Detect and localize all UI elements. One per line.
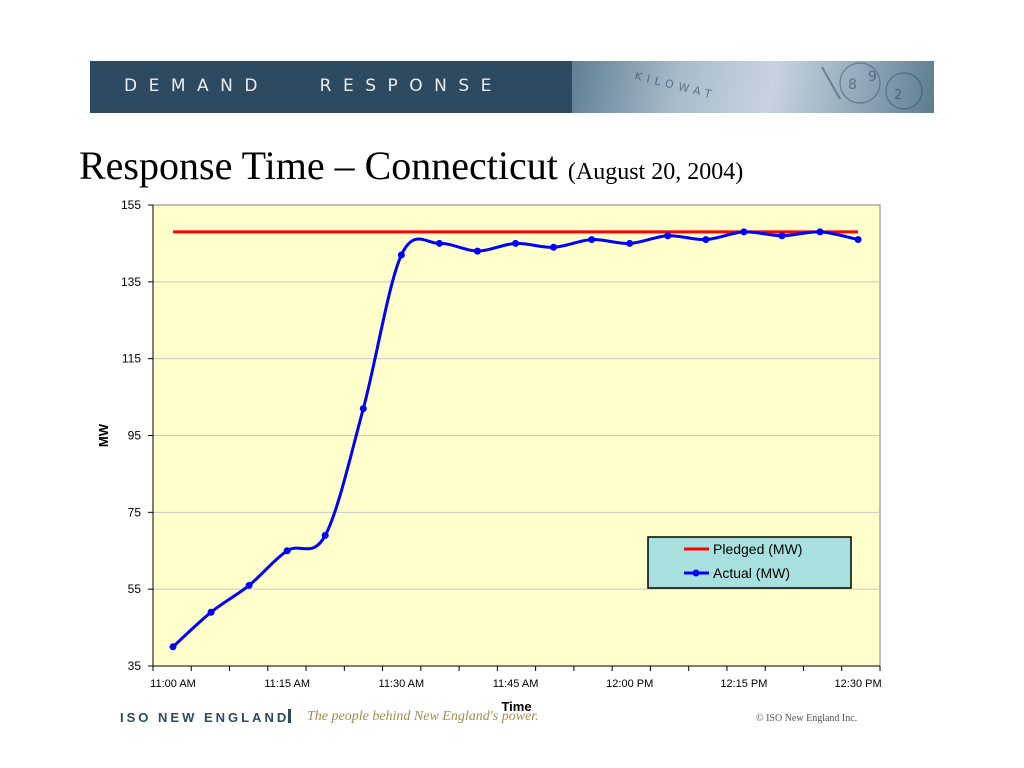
data-point-actual xyxy=(397,251,405,259)
data-point-actual xyxy=(207,608,215,616)
legend-label: Actual (MW) xyxy=(713,565,790,581)
data-point-actual xyxy=(283,547,291,555)
y-tick-label: 75 xyxy=(128,505,142,519)
legend-box xyxy=(647,536,852,589)
y-tick-label: 95 xyxy=(128,429,142,443)
data-point-actual xyxy=(702,236,710,244)
data-point-actual xyxy=(550,243,558,251)
x-tick-label: 12:00 PM xyxy=(606,678,653,690)
data-series xyxy=(169,228,862,651)
footer-org: ISO NEW ENGLAND xyxy=(120,710,290,725)
data-point-actual xyxy=(359,405,367,413)
data-point-actual xyxy=(626,239,634,247)
y-tick-label: 155 xyxy=(121,198,141,212)
x-tick-label: 11:45 AM xyxy=(493,678,539,690)
data-point-actual xyxy=(435,239,443,247)
y-tick-label: 55 xyxy=(128,582,142,596)
legend-label: Pledged (MW) xyxy=(713,541,802,557)
x-tick-label: 11:00 AM xyxy=(150,678,196,690)
banner-kilowatt-image: KILOWAT 8 9 2 xyxy=(572,61,934,113)
data-point-actual xyxy=(740,228,748,236)
footer-divider xyxy=(288,709,291,723)
footer-tagline: The people behind New England's power. xyxy=(307,709,539,724)
data-point-actual xyxy=(245,581,253,589)
title-date: (August 20, 2004) xyxy=(567,159,744,185)
y-tick-label: 115 xyxy=(122,352,141,366)
slide-title: Response Time – Connecticut (August 20, … xyxy=(79,142,743,189)
y-axis-label: MW xyxy=(96,423,111,447)
grid-lines xyxy=(153,281,880,590)
data-point-actual xyxy=(169,643,177,651)
y-tick-label: 35 xyxy=(128,659,142,673)
svg-text:8: 8 xyxy=(848,77,857,93)
data-point-actual xyxy=(778,232,786,240)
svg-text:2: 2 xyxy=(894,88,902,103)
data-point-actual xyxy=(816,228,824,236)
title-main: Response Time – Connecticut xyxy=(79,143,558,188)
x-tick-label: 11:30 AM xyxy=(379,678,425,690)
x-axis-ticks: 11:00 AM 11:15 AM 11:30 AM 11:45 AM 12:00 PM… xyxy=(150,666,882,690)
data-point-actual xyxy=(854,236,862,244)
data-point-actual xyxy=(473,247,481,255)
header-banner: DEMAND RESPONSE KILOWAT 8 9 2 xyxy=(90,61,934,113)
data-point-actual xyxy=(588,236,596,244)
kilowatt-meter-graphic: KILOWAT 8 9 2 xyxy=(633,62,923,110)
x-tick-label: 12:15 PM xyxy=(720,678,767,690)
x-tick-label: 12:30 PM xyxy=(835,678,882,690)
footer-copyright: © ISO New England Inc. xyxy=(756,713,858,724)
data-point-actual xyxy=(664,232,672,240)
x-tick-label: 11:15 AM xyxy=(264,678,310,690)
y-axis-ticks: 35 55 75 95 115 135 155 xyxy=(121,198,153,673)
x-axis-label: Time xyxy=(501,699,531,714)
data-point-actual xyxy=(321,531,329,539)
data-point-actual xyxy=(512,239,520,247)
banner-title: DEMAND RESPONSE xyxy=(124,76,503,96)
y-tick-label: 135 xyxy=(121,275,141,289)
svg-text:9: 9 xyxy=(868,69,877,85)
legend: Pledged (MW) Actual (MW) xyxy=(647,536,852,589)
legend-marker xyxy=(692,569,700,577)
